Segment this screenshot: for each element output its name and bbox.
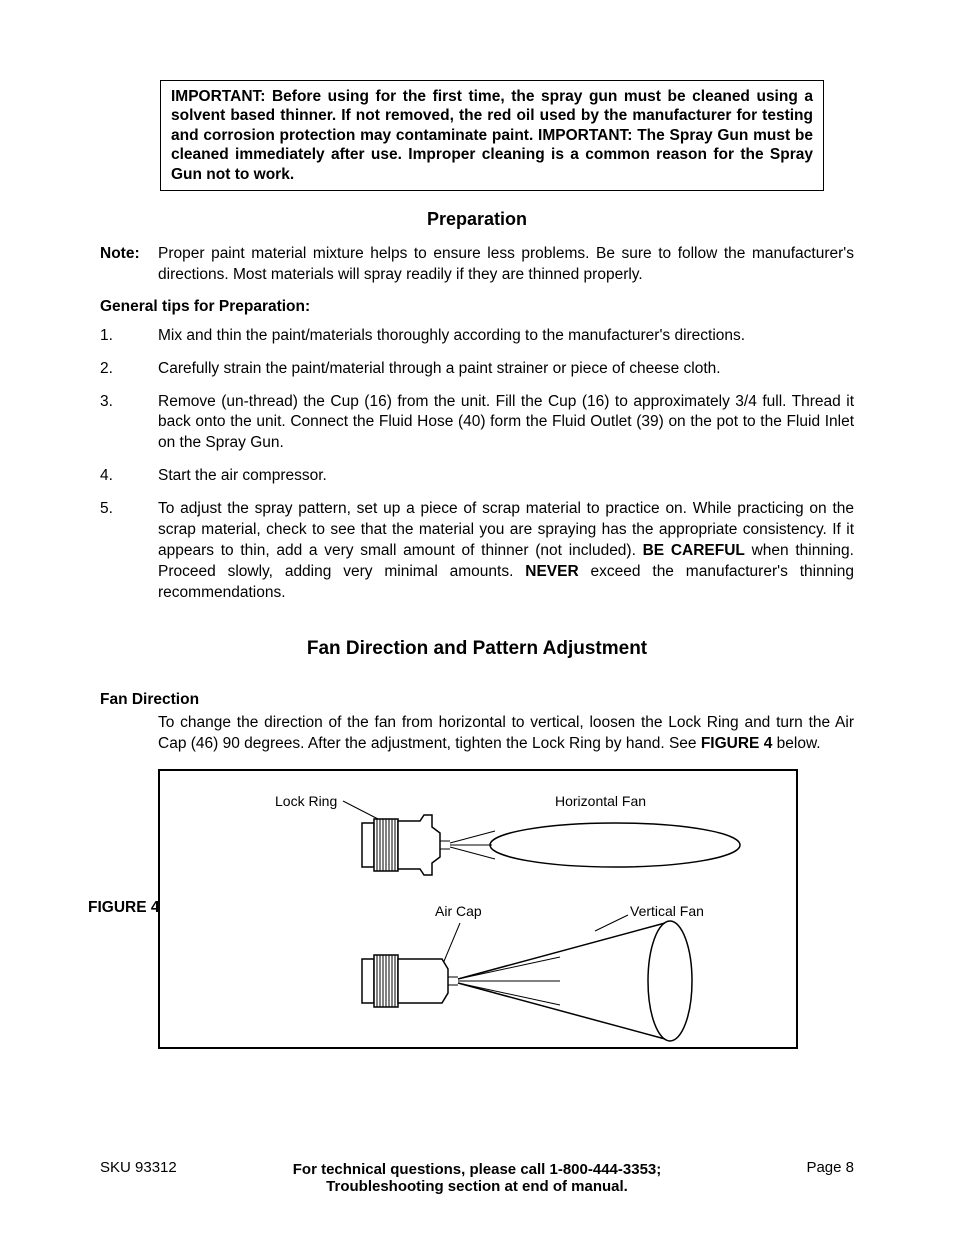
item-number: 4. xyxy=(100,466,158,487)
list-item: 4. Start the air compressor. xyxy=(100,466,854,487)
item5-bold2: NEVER xyxy=(525,563,578,580)
footer-line1: For technical questions, please call 1-8… xyxy=(293,1161,662,1178)
tips-heading: General tips for Preparation: xyxy=(100,298,854,316)
footer-line2: Troubleshooting section at end of manual… xyxy=(326,1178,628,1195)
figure-4-wrap: Lock Ring Horizontal Fan Air Cap Vertica… xyxy=(158,769,854,1049)
note-label: Note: xyxy=(100,244,158,286)
fan-direction-body: To change the direction of the fan from … xyxy=(158,713,854,755)
fan-direction-block: Fan Direction To change the direction of… xyxy=(100,690,854,755)
fan-body-post: below. xyxy=(772,735,820,752)
list-item: 3. Remove (un-thread) the Cup (16) from … xyxy=(100,392,854,455)
figure-4-svg xyxy=(160,771,800,1051)
figure-4-box: Lock Ring Horizontal Fan Air Cap Vertica… xyxy=(158,769,798,1049)
footer-center: For technical questions, please call 1-8… xyxy=(200,1161,754,1195)
page: IMPORTANT: Before using for the first ti… xyxy=(0,0,954,1235)
preparation-note: Note: Proper paint material mixture help… xyxy=(100,244,854,286)
item-number: 1. xyxy=(100,326,158,347)
fan-direction-heading: Fan Direction xyxy=(100,690,854,711)
fan-section-title: Fan Direction and Pattern Adjustment xyxy=(100,638,854,660)
item5-bold1: BE CAREFUL xyxy=(643,542,745,559)
fan-body-bold: FIGURE 4 xyxy=(701,735,772,752)
list-item: 2. Carefully strain the paint/material t… xyxy=(100,359,854,380)
item-text: To adjust the spray pattern, set up a pi… xyxy=(158,499,854,604)
item-number: 3. xyxy=(100,392,158,455)
list-item: 1. Mix and thin the paint/materials thor… xyxy=(100,326,854,347)
item-number: 2. xyxy=(100,359,158,380)
item-text: Carefully strain the paint/material thro… xyxy=(158,359,854,380)
item-text: Start the air compressor. xyxy=(158,466,854,487)
preparation-title: Preparation xyxy=(100,209,854,230)
item-number: 5. xyxy=(100,499,158,604)
list-item: 5. To adjust the spray pattern, set up a… xyxy=(100,499,854,604)
page-footer: SKU 93312 For technical questions, pleas… xyxy=(100,1159,854,1195)
footer-sku: SKU 93312 xyxy=(100,1159,200,1176)
item-text: Mix and thin the paint/materials thoroug… xyxy=(158,326,854,347)
figure-4-caption: FIGURE 4 xyxy=(88,899,159,917)
note-body: Proper paint material mixture helps to e… xyxy=(158,244,854,286)
footer-page: Page 8 xyxy=(754,1159,854,1176)
item-text: Remove (un-thread) the Cup (16) from the… xyxy=(158,392,854,455)
important-box: IMPORTANT: Before using for the first ti… xyxy=(160,80,824,191)
